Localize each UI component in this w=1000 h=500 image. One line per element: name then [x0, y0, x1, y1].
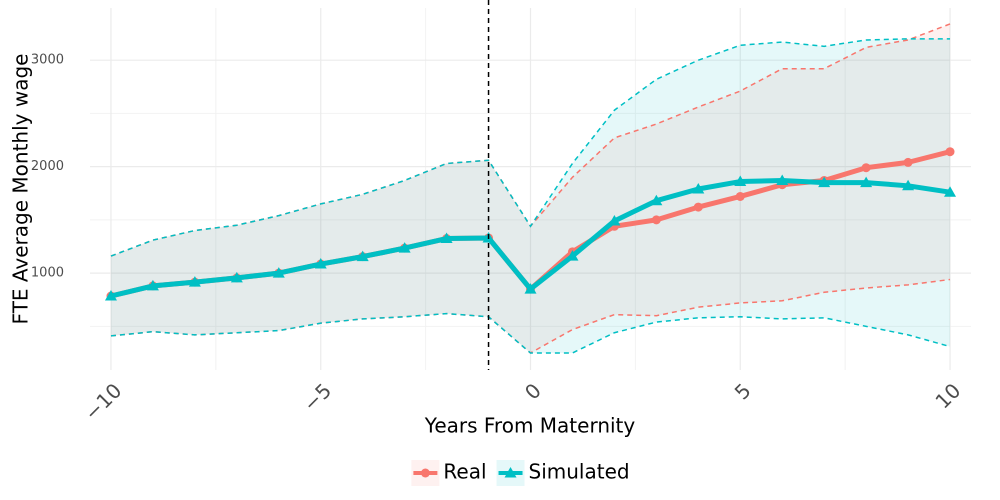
point [651, 215, 661, 225]
point [272, 267, 285, 278]
point [566, 250, 579, 261]
x-tick-label: −10 [80, 378, 127, 425]
point [693, 202, 703, 212]
point [398, 242, 411, 253]
x-tick-label: 5 [730, 378, 756, 404]
point [314, 258, 327, 269]
point [945, 147, 955, 157]
y-tick-label: 1000 [31, 266, 64, 281]
legend-label: Simulated [529, 460, 630, 484]
point [944, 186, 957, 197]
point [146, 279, 159, 291]
band-fill [110, 38, 951, 353]
point [692, 183, 705, 194]
point [356, 250, 369, 262]
point [818, 176, 831, 188]
point [440, 232, 453, 244]
point [735, 191, 745, 201]
x-tick-label: −5 [298, 378, 336, 416]
point [608, 214, 621, 226]
point [861, 163, 871, 173]
point [734, 175, 747, 187]
x-tick-label: 0 [520, 378, 546, 404]
legend-label: Real [443, 460, 486, 484]
point [188, 276, 201, 287]
legend: Real Simulated [411, 460, 630, 486]
x-axis-label: Years From Maternity [424, 414, 636, 438]
point [902, 179, 915, 191]
band-line [110, 312, 951, 354]
band-line [110, 38, 951, 257]
point [420, 468, 430, 478]
band-fill [110, 23, 951, 353]
point [860, 176, 873, 188]
point [504, 467, 517, 478]
point [104, 290, 117, 301]
point [903, 157, 913, 167]
y-tick-label: 2000 [31, 159, 64, 174]
y-axis-label: FTE Average Monthly wage [9, 54, 33, 325]
point [650, 194, 663, 206]
y-tick-label: 3000 [31, 53, 64, 68]
point [776, 174, 789, 185]
point [524, 283, 537, 294]
point [230, 271, 243, 283]
x-tick-label: 10 [930, 378, 965, 413]
